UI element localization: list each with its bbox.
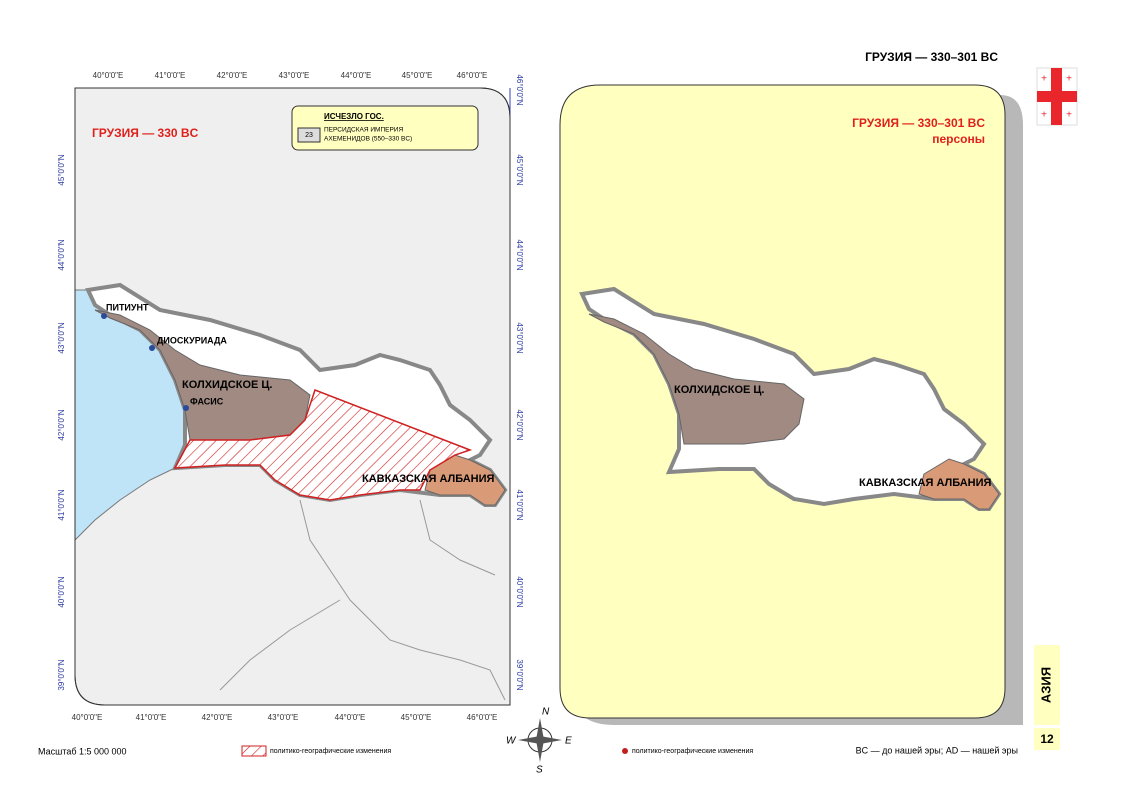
- lon-label: 40°0'0"E: [93, 71, 124, 80]
- left-map: ГРУЗИЯ — 330 BC ИСЧЕЗЛО ГОС. 23 ПЕРСИДСК…: [74, 87, 511, 706]
- place-label: ФАСИС: [190, 396, 224, 406]
- lon-label: 46°0'0"E: [457, 71, 488, 80]
- lat-label: 42°0'0"N: [57, 409, 66, 440]
- legend-badge: 23: [305, 132, 313, 139]
- page-tab: [1034, 728, 1060, 750]
- lat-label: 43°0'0"N: [57, 322, 66, 353]
- compass-letter: E: [565, 736, 572, 747]
- lat-label: 45°0'0"N: [515, 154, 524, 185]
- place-label: ПИТИУНТ: [106, 302, 149, 312]
- lon-label: 41°0'0"E: [136, 713, 167, 722]
- lon-label: 44°0'0"E: [341, 71, 372, 80]
- svg-text:+: +: [1066, 74, 1072, 85]
- city-marker: [149, 345, 155, 351]
- legend-swatch: [241, 745, 267, 757]
- section: АЗИЯ: [1038, 667, 1053, 703]
- svg-text:+: +: [1041, 74, 1047, 85]
- lon-label: 45°0'0"E: [401, 713, 432, 722]
- scale: Масштаб 1:5 000 000: [38, 746, 127, 756]
- compass: N W E S: [506, 707, 572, 776]
- legend: ИСЧЕЗЛО ГОС. 23 ПЕРСИДСКАЯ ИМПЕРИЯ АХЕМЕ…: [291, 105, 479, 151]
- place-label: ДИОСКУРИАДА: [157, 335, 227, 345]
- region-label: КОЛХИДСКОЕ Ц.: [674, 384, 765, 396]
- legend-title: ИСЧЕЗЛО ГОС.: [324, 112, 384, 121]
- lon-label: 42°0'0"E: [202, 713, 233, 722]
- flag: + + + +: [1036, 67, 1078, 126]
- lon-label: 43°0'0"E: [279, 71, 310, 80]
- city-marker: [101, 313, 107, 319]
- map-subtitle: персоны: [932, 132, 985, 146]
- lon-label: 43°0'0"E: [268, 713, 299, 722]
- lat-label: 39°0'0"N: [57, 659, 66, 690]
- lon-label: 45°0'0"E: [402, 71, 433, 80]
- page-title: ГРУЗИЯ — 330–301 BC: [865, 50, 998, 64]
- city-marker: [183, 405, 189, 411]
- map-title: ГРУЗИЯ — 330 BC: [92, 126, 199, 140]
- legend-swatch: [622, 748, 628, 754]
- lat-label: 46°0'0"N: [515, 74, 524, 105]
- compass-letter: N: [542, 707, 550, 718]
- lon-label: 42°0'0"E: [217, 71, 248, 80]
- lon-label: 44°0'0"E: [335, 713, 366, 722]
- lat-label: 43°0'0"N: [515, 322, 524, 353]
- region-label: КАВКАЗСКАЯ АЛБАНИЯ: [859, 477, 992, 489]
- page-number: 12: [1040, 732, 1054, 746]
- compass-letter: W: [506, 736, 517, 747]
- lat-label: 44°0'0"N: [57, 239, 66, 270]
- lon-label: 46°0'0"E: [467, 713, 498, 722]
- legend-line: ПЕРСИДСКАЯ ИМПЕРИЯ: [324, 127, 403, 134]
- era-note: BC — до нашей эры; AD — нашей эры: [856, 745, 1018, 755]
- lon-label: 40°0'0"E: [72, 713, 103, 722]
- region-label: КОЛХИДСКОЕ Ц.: [182, 379, 273, 391]
- lat-label: 41°0'0"N: [57, 489, 66, 520]
- lat-label: 40°0'0"N: [57, 576, 66, 607]
- compass-letter: S: [536, 765, 543, 776]
- lat-label: 45°0'0"N: [57, 154, 66, 185]
- lat-label: 39°0'0"N: [515, 659, 524, 690]
- legend-line: АХЕМЕНИДОВ (550–330 BC): [324, 136, 412, 143]
- svg-text:+: +: [1041, 110, 1047, 121]
- lat-label: 42°0'0"N: [515, 409, 524, 440]
- region-label: КАВКАЗСКАЯ АЛБАНИЯ: [362, 473, 495, 485]
- legend-text: политико-географические изменения: [270, 748, 391, 755]
- svg-text:+: +: [1066, 110, 1072, 121]
- map-title: ГРУЗИЯ — 330–301 BC: [852, 116, 985, 130]
- section-tab: [1034, 645, 1060, 725]
- right-map: ГРУЗИЯ — 330–301 BC персоны КОЛХИДСКОЕ Ц…: [559, 84, 1023, 725]
- lat-label: 41°0'0"N: [515, 489, 524, 520]
- lat-label: 44°0'0"N: [515, 239, 524, 270]
- legend-text: политико-географические изменения: [632, 748, 753, 755]
- lon-label: 41°0'0"E: [155, 71, 186, 80]
- lat-label: 40°0'0"N: [515, 576, 524, 607]
